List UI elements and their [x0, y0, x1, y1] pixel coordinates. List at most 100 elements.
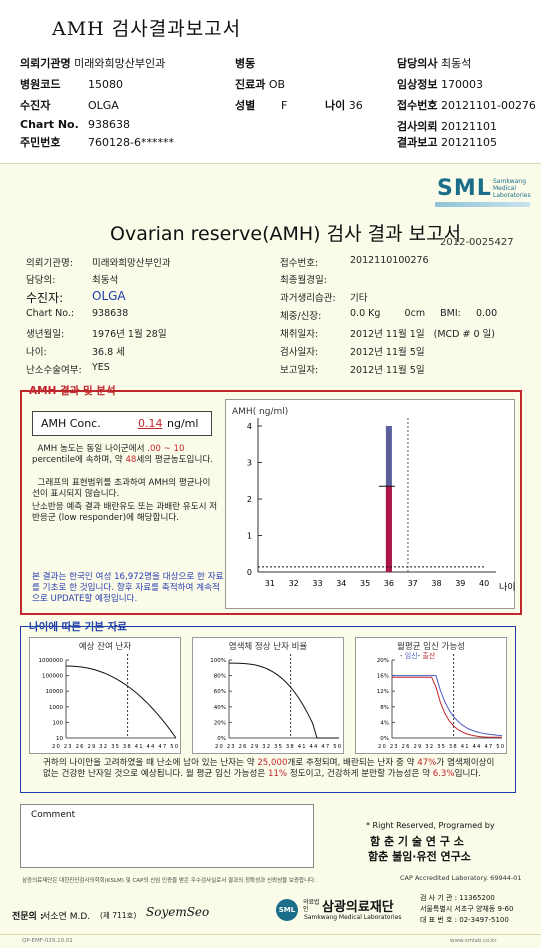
amh-para-range: 그래프의 표현범위를 초과하여 AMH의 평균나이선이 표시되지 않습니다.	[32, 478, 211, 499]
amh-chart-xtick-label: 40	[479, 579, 489, 588]
amh-chart-ytick-label: 4	[247, 422, 252, 431]
mini-eggs-curve	[65, 665, 177, 739]
logo-bar	[435, 202, 530, 207]
amh-chart-ytick-label: 2	[247, 495, 252, 504]
info-history-label: 과거생리습관:	[280, 293, 336, 304]
amh-conc-label: AMH Conc.	[41, 417, 101, 430]
mini-chromosome-xtick-labels: 20 23 26 29 32 35 38 41 44 47 50	[215, 744, 341, 750]
info-body-value: 0.0 Kg 0cm BMI: 0.00	[350, 308, 498, 319]
amh-chart-xtick-label: 39	[455, 579, 465, 588]
mini-chart-eggs: 예상 잔여 난자 1000000 100000 10000 1000 100 10 20 2…	[29, 637, 181, 754]
rights-text: * Right Reserved, Programed by	[366, 821, 495, 830]
mini-pregnancy-ytick-label: 16%	[377, 674, 389, 680]
report-number: 2012-0025427	[440, 237, 514, 248]
amh-chart-bar	[385, 486, 392, 572]
mini-eggs-ytick-label: 100	[53, 720, 64, 726]
info-referrer-value: 미래와희망산부인과	[92, 258, 171, 269]
amh-chart-xtick-label: 33	[312, 579, 322, 588]
info-collection-label: 채취일자:	[280, 329, 319, 340]
hdr-accession: 접수번호 20121101-00276	[397, 99, 536, 112]
hdr-referrer: 의뢰기관명 미래와희망산부인과	[20, 57, 166, 70]
mini-pregnancy-ytick-label: 8%	[380, 705, 389, 711]
base-data-box: 예상 잔여 난자 1000000 100000 10000 1000 100 10 20 2…	[20, 626, 516, 793]
report-sheet: SML Samkwang Medical Laboratories Ovaria…	[0, 163, 541, 948]
mini-chart-pregnancy: 월평균 임신 가능성 - 임신- 출산 20% 16% 12% 8% 4% 0% 20 23…	[355, 637, 507, 754]
info-patient-label: 수진자:	[26, 291, 64, 305]
top-title: AMH 검사결과보고서	[52, 18, 242, 40]
mini-chromosome-ytick-label: 0%	[217, 736, 226, 742]
foundation-logo-icon: SML	[276, 899, 298, 921]
contact-address: 서울특별시 서초구 양재동 9-60	[420, 905, 514, 913]
specialist-signature: SoyemSeo	[146, 905, 210, 919]
amh-conc-unit: ng/ml	[167, 417, 199, 430]
comment-box: Comment	[20, 804, 314, 868]
amh-para-source: 본 결과는 한국인 여성 16,972명을 대상으로 한 자료를 기초로 한 것…	[32, 572, 224, 604]
hdr-resident-no: 주민번호 760128-6******	[20, 136, 174, 149]
amh-chart-xtick-label: 36	[384, 579, 394, 588]
amh-chart-xtick-label: 38	[431, 579, 441, 588]
amh-chart-xtick-label: 31	[265, 579, 275, 588]
mini-chromosome-ytick-label: 80%	[214, 674, 226, 680]
base-summary-text: 귀하의 나이만을 고려하였을 때 난소에 남아 있는 난자는 약 25,000개…	[43, 758, 495, 779]
amh-chart-xtick-label: 35	[360, 579, 370, 588]
fine-print: 삼광의료재단은 대한진단검사의학회(KSLM) 및 CAP의 신임 인증을 받은…	[22, 878, 316, 884]
hdr-test-request: 검사의뢰 20121101	[397, 120, 497, 133]
info-lmp-label: 최종월경일:	[280, 275, 327, 286]
amh-chart-xlabel: 나이	[499, 582, 516, 593]
specialist-label: 전문의 :	[12, 912, 44, 922]
amh-chart-ytick-label: 1	[247, 532, 252, 541]
hdr-result-report: 결과보고 20121105	[397, 136, 497, 149]
amh-chart-ytick-label: 3	[247, 459, 252, 468]
mini-eggs-ytick-label: 10	[56, 736, 63, 742]
mini-birth-curve	[392, 676, 502, 738]
form-code: QP-EMF-029.10.01	[22, 938, 73, 944]
specialist-name: 서소연 M.D.	[42, 912, 91, 922]
info-dob-value: 1976년 1월 28일	[92, 329, 167, 340]
hdr-department: 진료과 OB	[235, 78, 286, 91]
foundation-prefix: 의료법인	[303, 899, 320, 913]
mini-chart-eggs-svg: 1000000 100000 10000 1000 100 10 20 23 26 29 3…	[39, 654, 178, 750]
foundation-en: Samkwang Medical Laboratories	[304, 914, 402, 921]
hdr-age: 나이 36	[325, 99, 363, 112]
amh-conc-value: 0.14	[138, 417, 163, 430]
bottom-divider	[0, 934, 541, 935]
mini-chromosome-ytick-label: 40%	[214, 705, 226, 711]
amh-result-box: AMH Conc. 0.14 ng/ml AMH 농도는 동일 나이군에서 .0…	[20, 390, 522, 615]
hdr-ward: 병동	[235, 57, 256, 70]
info-test-date-value: 2012년 11월 5일	[350, 347, 425, 358]
info-surgery-label: 난소수술여부:	[26, 365, 82, 376]
mini-chart-eggs-title: 예상 잔여 난자	[78, 642, 132, 652]
rights-org2: 함춘 불임·유전 연구소	[368, 850, 471, 863]
mini-pregnancy-xtick-labels: 20 23 26 29 32 35 38 41 44 47 50	[378, 744, 504, 750]
mini-chart-chromosome: 염색체 정상 난자 비율 100% 80% 60% 40% 20% 0% 20 23 26 …	[192, 637, 344, 754]
info-age-value: 36.8 세	[92, 347, 125, 358]
info-report-date-label: 보고일자:	[280, 365, 319, 376]
mini-eggs-ytick-label: 10000	[46, 689, 64, 695]
mini-chart-chromosome-svg: 100% 80% 60% 40% 20% 0% 20 23 26 29 32 35 38 4…	[210, 654, 341, 750]
hdr-sex: 성별 F	[235, 99, 288, 112]
amh-chart: AMH( ng/ml) 0 1 2 3 4 31 32 33 34 35 36 37 38 39 40 나이	[225, 399, 516, 609]
amh-conc-box: AMH Conc. 0.14 ng/ml	[32, 411, 212, 436]
info-doctor-label: 담당의:	[26, 275, 56, 286]
info-age-label: 나이:	[26, 347, 47, 358]
mini-pregnancy-ytick-label: 12%	[377, 689, 389, 695]
info-collection-value: 2012년 11월 1일 (MCD # 0 일)	[350, 329, 495, 340]
specialist-no: (제 711호)	[100, 911, 137, 920]
info-test-date-label: 검사일자:	[280, 347, 319, 358]
hdr-hospital-code: 병원코드 15080	[20, 78, 123, 91]
mini-eggs-xtick-labels: 20 23 26 29 32 35 38 41 44 47 50	[52, 744, 178, 750]
info-chart-value: 938638	[92, 308, 129, 319]
hdr-doctor: 담당의사 최동석	[397, 57, 472, 70]
info-accession-value: 2012110100276	[350, 255, 429, 266]
mini-chart-pregnancy-svg: 20% 16% 12% 8% 4% 0% 20 23 26 29 32 35 38 41 4…	[377, 654, 504, 750]
rights-org1: 함 춘 기 술 연 구 소	[370, 835, 464, 848]
cap-text: CAP Accredited Laboratory. 69944-01	[400, 874, 522, 882]
mini-chromosome-ytick-label: 100%	[210, 658, 226, 664]
mini-pregnancy-ytick-label: 4%	[380, 720, 389, 726]
mini-chart-pregnancy-legend: - 임신- 출산	[400, 652, 436, 660]
info-history-value: 기타	[350, 293, 368, 304]
report-title: Ovarian reserve(AMH) 검사 결과 보고서	[110, 223, 462, 245]
hdr-clinical-info: 임상정보 170003	[397, 78, 483, 91]
mini-pregnancy-ytick-label: 20%	[377, 658, 389, 664]
